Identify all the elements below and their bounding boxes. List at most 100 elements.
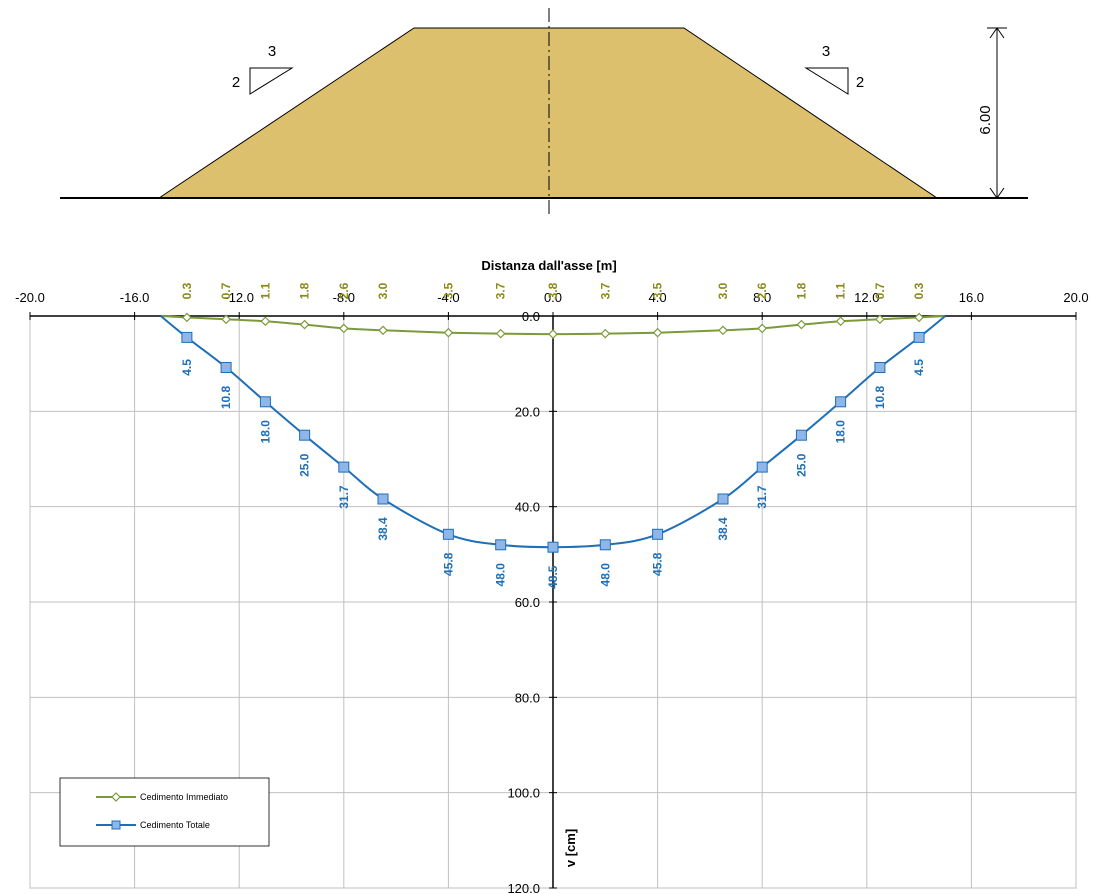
data-label-immediato: 1.8 — [794, 282, 808, 299]
point-marker-immediato — [796, 319, 807, 330]
data-label-totale: 31.7 — [755, 485, 769, 509]
y-tick-label: 0.0 — [522, 309, 540, 324]
point-marker-totale — [795, 429, 807, 441]
y-tick-label: 60.0 — [515, 595, 540, 610]
slope-rise-left: 2 — [232, 74, 240, 91]
slope-symbol-left: 3 2 — [232, 43, 294, 95]
legend-marker-immediato — [111, 792, 121, 802]
x-tick-labels: -20.0 -16.0 -12.0 -8.0 -4.0 0.0 4.0 8.0 12.0 16.0… — [15, 290, 1089, 320]
height-label: 6.00 — [977, 105, 994, 134]
data-label-immediato: 1.1 — [834, 282, 848, 299]
point-marker-immediato — [914, 312, 924, 323]
x-tick-label: 12.0 — [854, 290, 879, 305]
x-tick-label: 8.0 — [753, 290, 771, 305]
point-marker-totale — [220, 362, 232, 373]
y-axis-title: v [cm] — [563, 829, 578, 867]
point-marker-immediato — [875, 314, 885, 325]
x-tick-label: -12.0 — [224, 290, 254, 305]
data-label-totale: 10.8 — [873, 385, 887, 409]
data-label-totale: 45.8 — [441, 552, 455, 576]
data-label-immediato: 0.3 — [912, 282, 926, 299]
data-label-totale: 38.4 — [716, 517, 730, 541]
x-tick-label: -20.0 — [15, 290, 45, 305]
point-marker-totale — [299, 429, 311, 441]
slope-symbol-right: 3 2 — [804, 43, 864, 95]
point-marker-immediato — [260, 316, 271, 327]
data-label-totale: 25.0 — [298, 453, 312, 477]
point-marker-immediato — [718, 325, 728, 336]
point-marker-immediato — [221, 314, 231, 325]
data-label-immediato: 0.7 — [219, 282, 233, 299]
slope-triangle-left — [249, 67, 294, 95]
data-label-immediato: 1.8 — [298, 282, 312, 299]
data-labels: 0.3 0.7 1.1 1.8 2.6 3.0 3.5 3.7 3.8 3.7 3.5 3.0 2.6 1… — [180, 282, 926, 589]
legend-label-totale: Cedimento Totale — [140, 820, 210, 830]
legend-label-immediato: Cedimento Immediato — [140, 792, 228, 802]
point-marker-totale — [835, 396, 847, 408]
point-marker-totale — [442, 528, 454, 540]
point-marker-immediato — [495, 328, 506, 339]
data-label-totale: 18.0 — [834, 420, 848, 444]
point-marker-totale — [599, 539, 611, 551]
point-marker-immediato — [378, 325, 388, 336]
data-label-totale: 10.8 — [219, 385, 233, 409]
data-label-immediato: 3.5 — [441, 282, 455, 299]
point-marker-totale — [652, 528, 664, 540]
data-label-immediato: 3.0 — [716, 282, 730, 299]
point-marker-immediato — [299, 319, 310, 330]
x-tick-label: -4.0 — [437, 290, 459, 305]
point-marker-totale — [377, 493, 389, 505]
data-label-immediato: 3.7 — [494, 282, 508, 299]
embankment-section: 3 2 3 2 6.00 — [60, 8, 1028, 214]
data-label-totale: 48.0 — [494, 563, 508, 587]
slope-run-left: 3 — [268, 43, 276, 60]
data-label-immediato: 3.7 — [598, 282, 612, 299]
point-marker-totale — [338, 461, 350, 473]
point-marker-immediato — [338, 323, 349, 334]
point-marker-immediato — [443, 327, 454, 338]
data-label-immediato: 0.3 — [180, 282, 194, 299]
point-marker-immediato — [652, 327, 663, 338]
data-label-immediato: 2.6 — [337, 282, 351, 299]
point-marker-totale — [547, 541, 559, 553]
data-label-immediato: 3.8 — [546, 282, 560, 299]
point-marker-immediato — [182, 312, 192, 323]
point-marker-totale — [913, 331, 925, 343]
data-label-immediato: 3.5 — [651, 282, 665, 299]
point-marker-totale — [717, 493, 729, 505]
x-tick-label: 20.0 — [1063, 290, 1088, 305]
slope-triangle-right — [804, 67, 849, 95]
data-label-totale: 48.0 — [598, 563, 612, 587]
point-marker-immediato — [757, 323, 768, 334]
x-tick-label: -8.0 — [333, 290, 355, 305]
data-label-totale: 38.4 — [376, 517, 390, 541]
y-tick-label: 100.0 — [507, 786, 540, 801]
x-tick-label: 16.0 — [959, 290, 984, 305]
height-dimension: 6.00 — [977, 27, 1007, 199]
y-tick-label: 120.0 — [507, 881, 540, 894]
point-marker-immediato — [600, 328, 611, 339]
slope-rise-right: 2 — [856, 74, 864, 91]
data-label-immediato: 2.6 — [755, 282, 769, 299]
slope-run-right: 3 — [822, 43, 830, 60]
legend-marker-totale — [111, 820, 121, 830]
x-tick-label: -16.0 — [120, 290, 150, 305]
data-label-immediato: 0.7 — [873, 282, 887, 299]
data-label-totale: 45.8 — [651, 552, 665, 576]
dimension-arrow-top — [989, 27, 1005, 39]
data-label-totale: 4.5 — [912, 359, 926, 376]
settlement-chart: -20.0 -16.0 -12.0 -8.0 -4.0 0.0 4.0 8.0 12.0 16.0… — [15, 258, 1088, 894]
data-label-totale: 48.5 — [546, 565, 560, 589]
point-marker-totale — [756, 461, 768, 473]
data-label-totale: 18.0 — [258, 420, 272, 444]
data-label-totale: 4.5 — [180, 359, 194, 376]
data-label-immediato: 1.1 — [258, 282, 272, 299]
y-tick-label: 20.0 — [515, 404, 540, 419]
x-tick-label: 0.0 — [544, 290, 562, 305]
legend-box — [59, 777, 270, 847]
y-tick-labels: 0.0 20.0 40.0 60.0 80.0 100.0 120.0 — [507, 309, 557, 894]
y-tick-label: 40.0 — [515, 500, 540, 515]
legend: Cedimento Immediato Cedimento Totale — [59, 777, 270, 847]
point-marker-totale — [259, 396, 271, 408]
